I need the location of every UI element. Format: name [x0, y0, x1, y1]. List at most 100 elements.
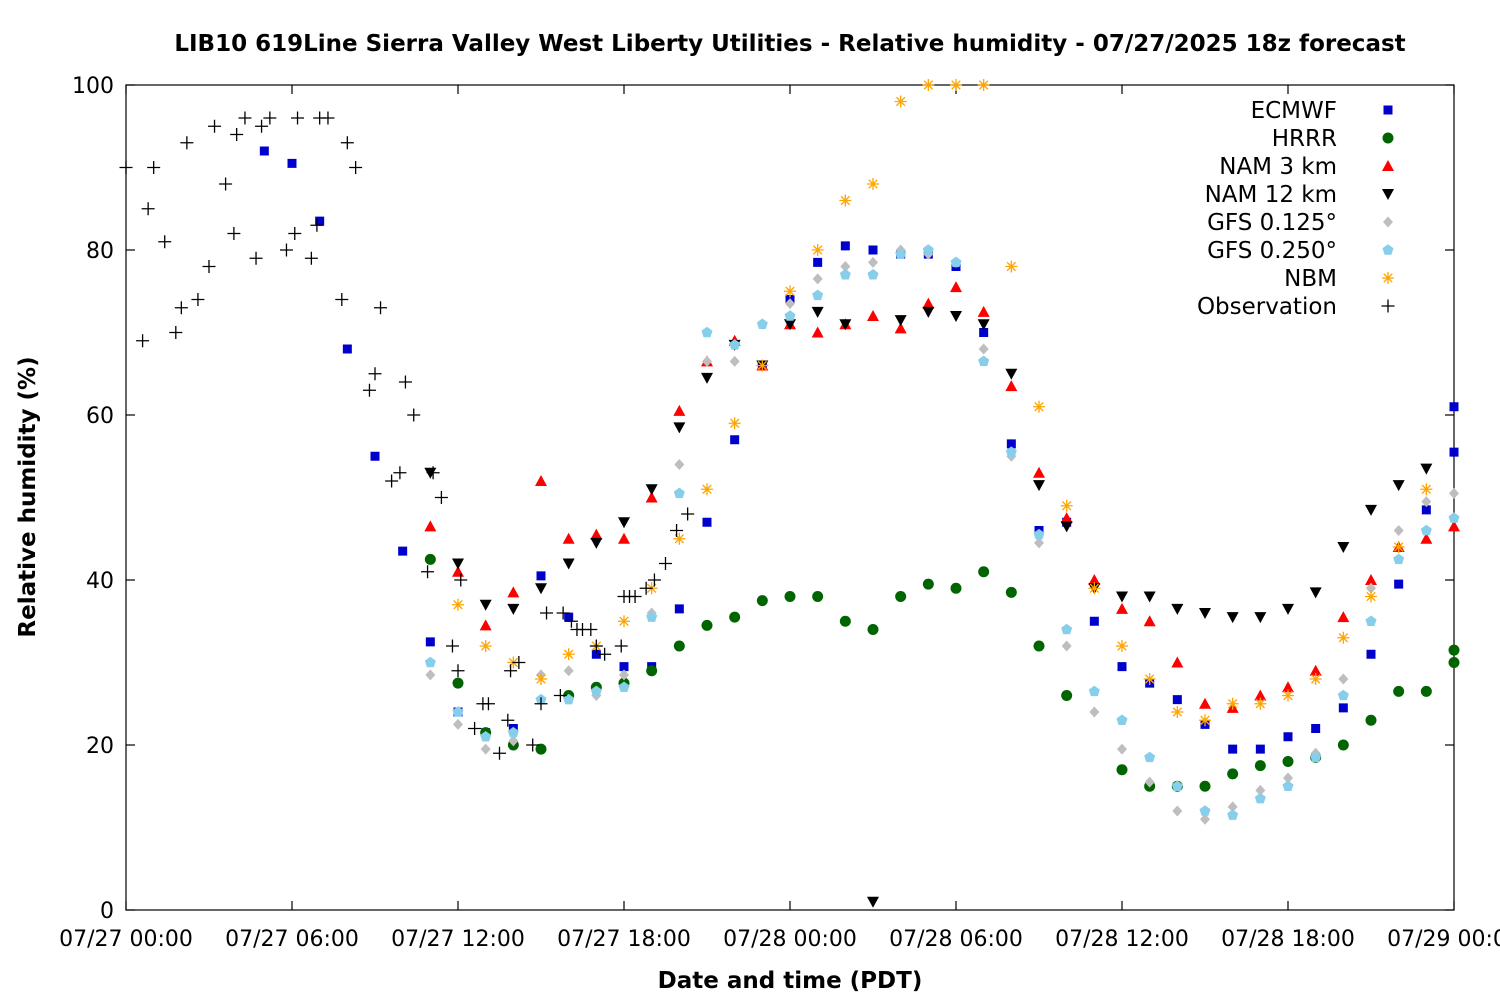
data-point	[729, 355, 740, 367]
legend-marker	[1382, 272, 1394, 284]
data-point	[1061, 640, 1072, 652]
data-point	[287, 158, 297, 168]
data-point	[894, 322, 907, 334]
data-point	[977, 305, 990, 317]
x-tick-label: 07/27 12:00	[391, 927, 525, 952]
data-point	[1033, 466, 1045, 478]
data-point	[645, 491, 658, 503]
data-point	[393, 466, 407, 480]
data-point	[1310, 751, 1322, 763]
data-point	[1227, 801, 1238, 813]
data-point	[619, 662, 629, 672]
data-point	[535, 475, 547, 486]
data-point	[591, 649, 601, 659]
data-point	[1005, 368, 1018, 380]
data-point	[1144, 751, 1156, 763]
legend-marker	[1383, 105, 1393, 115]
data-point	[1116, 714, 1128, 725]
data-point	[227, 227, 241, 240]
data-point	[255, 119, 269, 133]
data-point	[756, 595, 768, 607]
series-gfs-0-250-	[424, 244, 1460, 820]
data-point	[639, 581, 653, 595]
data-point	[784, 319, 796, 331]
data-point	[249, 251, 263, 265]
data-point	[141, 202, 155, 216]
data-point	[349, 161, 363, 174]
series-layer	[119, 79, 1460, 908]
data-point	[1392, 480, 1405, 492]
data-point	[562, 532, 575, 544]
data-point	[728, 417, 741, 430]
legend-marker	[1382, 160, 1394, 171]
data-point	[1006, 439, 1016, 449]
data-point	[673, 487, 685, 499]
data-point	[1199, 780, 1211, 792]
data-point	[119, 161, 133, 174]
data-point	[1448, 657, 1460, 668]
plot-frame	[125, 84, 1455, 911]
data-point	[894, 95, 907, 108]
data-point	[839, 319, 852, 331]
y-tick-label: 0	[100, 899, 114, 924]
data-point	[553, 689, 567, 702]
data-point	[1005, 380, 1018, 392]
data-point	[618, 681, 630, 692]
data-point	[673, 640, 685, 652]
data-point	[452, 677, 464, 689]
data-point	[453, 718, 463, 730]
data-point	[922, 578, 934, 590]
data-point	[867, 896, 879, 908]
chart-title: LIB10 619Line Sierra Valley West Liberty…	[174, 31, 1405, 57]
data-point	[507, 586, 520, 598]
data-point	[867, 310, 879, 321]
data-point	[1116, 764, 1128, 776]
data-point	[840, 261, 851, 272]
data-point	[1448, 512, 1460, 523]
data-point	[1060, 512, 1073, 524]
data-point	[452, 598, 464, 611]
data-point	[977, 319, 990, 331]
data-point	[1421, 496, 1432, 508]
data-point	[756, 318, 768, 329]
data-point	[540, 606, 554, 620]
data-point	[1366, 582, 1376, 594]
data-point	[922, 297, 935, 309]
data-point	[368, 367, 382, 381]
data-point	[868, 256, 878, 268]
data-point	[536, 571, 546, 581]
legend-marker	[1382, 189, 1394, 200]
data-point	[839, 615, 851, 627]
data-point	[670, 524, 684, 537]
data-point	[1393, 685, 1405, 697]
data-point	[590, 537, 603, 549]
data-point	[174, 301, 188, 315]
data-point	[279, 243, 293, 257]
data-point	[681, 507, 695, 521]
x-tick-label: 07/28 12:00	[1055, 927, 1189, 952]
data-point	[562, 648, 575, 661]
data-point	[1311, 724, 1321, 733]
data-point	[288, 227, 302, 240]
data-point	[452, 706, 464, 717]
data-point	[1143, 615, 1156, 627]
data-point	[1199, 805, 1211, 816]
data-point	[508, 735, 519, 747]
data-point	[674, 604, 684, 614]
series-nam-3-km	[424, 281, 1460, 713]
data-point	[1033, 480, 1045, 492]
data-point	[922, 79, 935, 91]
data-point	[839, 194, 852, 207]
data-point	[340, 136, 354, 150]
data-point	[1227, 768, 1239, 780]
data-point	[1254, 792, 1266, 804]
series-nam-12-km	[424, 306, 1433, 908]
data-point	[950, 79, 962, 91]
x-tick-label: 07/28 06:00	[889, 927, 1023, 952]
data-point	[208, 119, 222, 133]
data-point	[590, 685, 602, 697]
data-point	[647, 573, 661, 587]
data-point	[534, 697, 548, 711]
data-point	[1393, 553, 1405, 565]
